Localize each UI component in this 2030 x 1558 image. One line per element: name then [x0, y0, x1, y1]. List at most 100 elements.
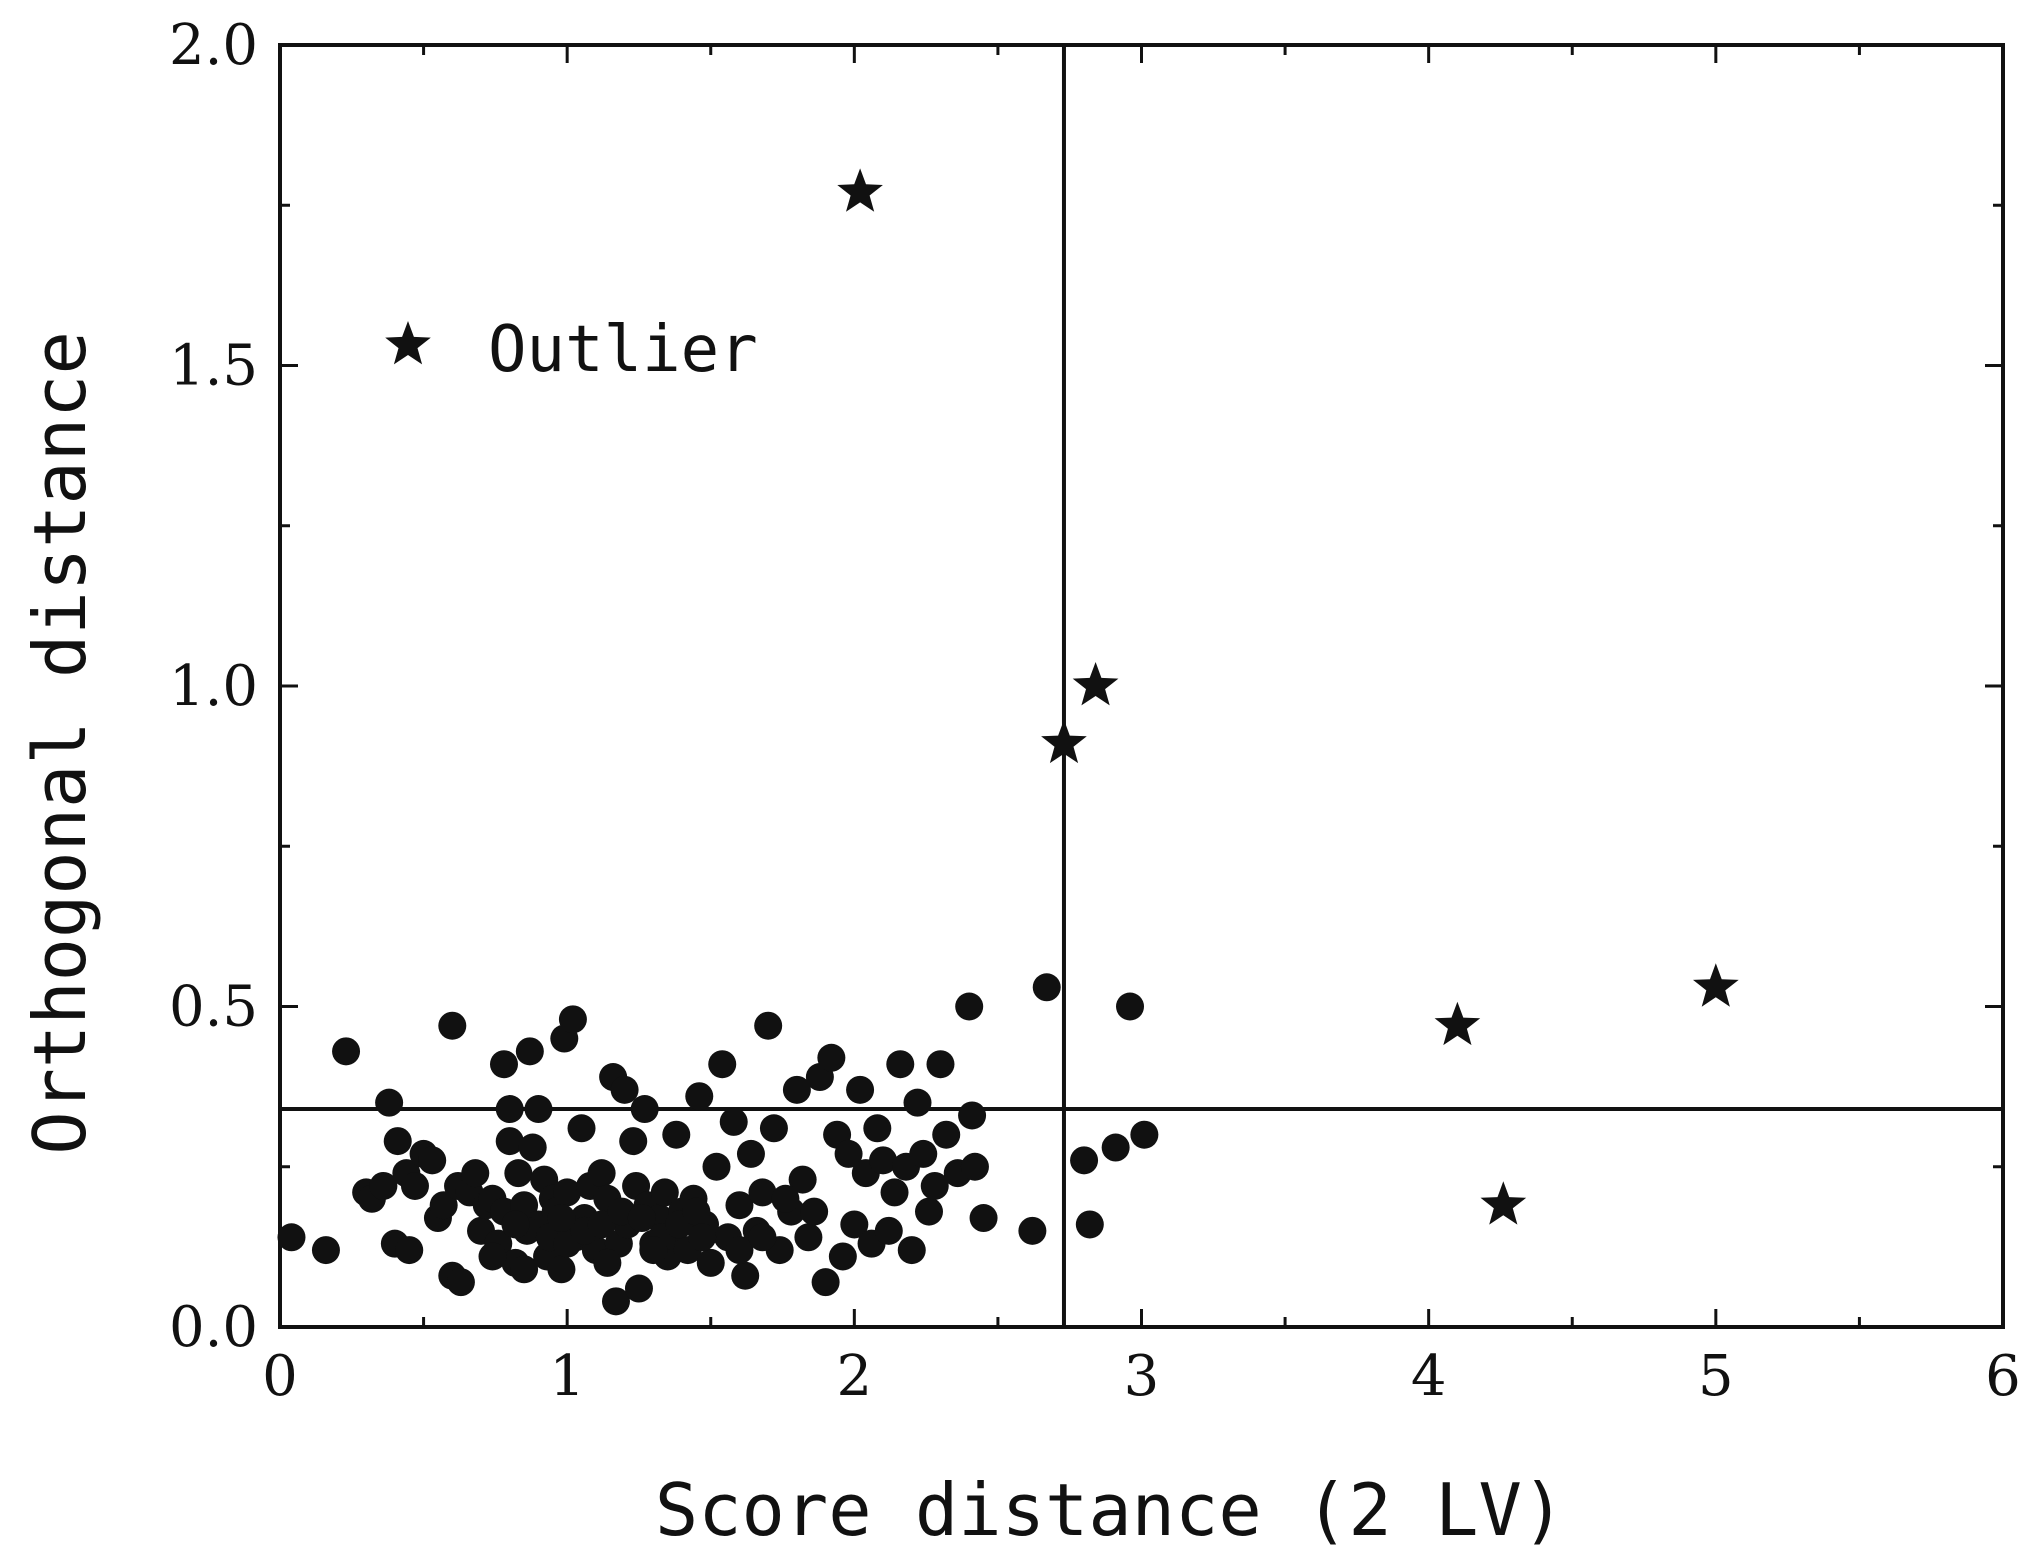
- outlier-point: [1434, 1001, 1481, 1046]
- sample-point: [788, 1165, 817, 1194]
- sample-point: [587, 1210, 616, 1239]
- sample-point: [897, 1236, 926, 1265]
- sample-point: [811, 1268, 840, 1297]
- sample-point: [840, 1210, 869, 1239]
- sample-point: [725, 1191, 754, 1220]
- sample-point: [1070, 1146, 1099, 1175]
- sample-point: [627, 1204, 656, 1233]
- sample-point: [524, 1095, 553, 1124]
- y-axis-title: Orthogonal distance: [18, 331, 102, 1155]
- sample-point: [771, 1184, 800, 1213]
- sample-point: [547, 1255, 576, 1284]
- sample-point: [834, 1139, 863, 1168]
- x-tick-label: 4: [1411, 1344, 1447, 1409]
- sample-point: [920, 1171, 949, 1200]
- sample-point: [688, 1223, 717, 1252]
- sample-point: [914, 1197, 943, 1226]
- sample-point: [495, 1095, 524, 1124]
- axis-ticks: 0 1 2 3 4 5 6 0.0 0.5 1.0 1.5 2.0: [169, 13, 2021, 1409]
- sample-point: [610, 1075, 639, 1104]
- sample-point: [277, 1223, 306, 1252]
- sample-point: [1130, 1120, 1159, 1149]
- outlier-point: [1693, 963, 1739, 1007]
- sample-point: [725, 1236, 754, 1265]
- x-axis-title: Score distance (2 LV): [655, 1468, 1565, 1552]
- sample-point: [495, 1127, 524, 1156]
- x-tick-label: 0: [262, 1344, 298, 1409]
- threshold-lines: [280, 45, 2003, 1327]
- sample-point: [1018, 1216, 1047, 1245]
- sample-point: [748, 1223, 777, 1252]
- sample-point: [478, 1242, 507, 1271]
- sample-point: [400, 1171, 429, 1200]
- sample-point: [601, 1287, 630, 1316]
- y-tick-label: 0.0: [169, 1295, 258, 1360]
- sample-point: [639, 1236, 668, 1265]
- x-tick-label: 5: [1698, 1344, 1734, 1409]
- y-tick-label: 1.0: [169, 654, 258, 719]
- outlier-point: [1041, 719, 1087, 764]
- y-tick-label: 0.5: [169, 975, 258, 1040]
- sample-point: [958, 1101, 987, 1130]
- sample-point: [558, 1005, 587, 1034]
- sample-point: [418, 1146, 447, 1175]
- x-tick-label: 2: [837, 1344, 873, 1409]
- sample-point: [567, 1114, 596, 1143]
- sample-point: [719, 1107, 748, 1136]
- data-points: [277, 168, 1739, 1316]
- sample-point: [794, 1223, 823, 1252]
- sample-point: [869, 1146, 898, 1175]
- sample-point: [1075, 1210, 1104, 1239]
- sample-point: [682, 1197, 711, 1226]
- sample-point: [926, 1050, 955, 1079]
- sample-point: [587, 1159, 616, 1188]
- sample-point: [685, 1082, 714, 1111]
- sample-point: [311, 1236, 340, 1265]
- sample-point: [731, 1261, 760, 1290]
- y-tick-label: 2.0: [169, 13, 258, 78]
- sample-point: [969, 1204, 998, 1233]
- sample-point: [1116, 992, 1145, 1021]
- sample-point: [515, 1037, 544, 1066]
- x-tick-label: 1: [549, 1344, 585, 1409]
- outlier-point: [837, 168, 883, 212]
- sample-point: [332, 1037, 361, 1066]
- sample-point: [696, 1248, 725, 1277]
- sample-point: [828, 1242, 857, 1271]
- sample-point: [553, 1178, 582, 1207]
- sample-point: [518, 1133, 547, 1162]
- sample-point: [547, 1204, 576, 1233]
- sample-point: [619, 1127, 648, 1156]
- sample-point: [501, 1210, 530, 1239]
- sample-point: [903, 1088, 932, 1117]
- sample-point: [754, 1011, 783, 1040]
- sample-point: [932, 1120, 961, 1149]
- sample-point: [630, 1095, 659, 1124]
- sample-point: [782, 1075, 811, 1104]
- sample-point: [369, 1171, 398, 1200]
- sample-point: [846, 1075, 875, 1104]
- legend-label: Outlier: [488, 313, 758, 387]
- outlier-point: [1480, 1181, 1527, 1225]
- sample-point: [593, 1248, 622, 1277]
- sample-point: [624, 1274, 653, 1303]
- outlier-point: [1072, 662, 1119, 706]
- sample-point: [863, 1114, 892, 1143]
- sample-point: [662, 1120, 691, 1149]
- sample-point: [375, 1088, 404, 1117]
- sample-point: [650, 1178, 679, 1207]
- sample-point: [438, 1011, 467, 1040]
- sample-point: [461, 1159, 490, 1188]
- sample-point: [446, 1268, 475, 1297]
- sample-point: [1101, 1133, 1130, 1162]
- sample-point: [960, 1152, 989, 1181]
- sample-point: [702, 1152, 731, 1181]
- legend: Outlier: [385, 313, 758, 387]
- sample-point: [800, 1197, 829, 1226]
- legend-star-marker: [385, 321, 431, 365]
- x-tick-label: 6: [1985, 1344, 2021, 1409]
- sample-point: [874, 1216, 903, 1245]
- sample-point: [1032, 973, 1061, 1002]
- sample-point: [383, 1127, 412, 1156]
